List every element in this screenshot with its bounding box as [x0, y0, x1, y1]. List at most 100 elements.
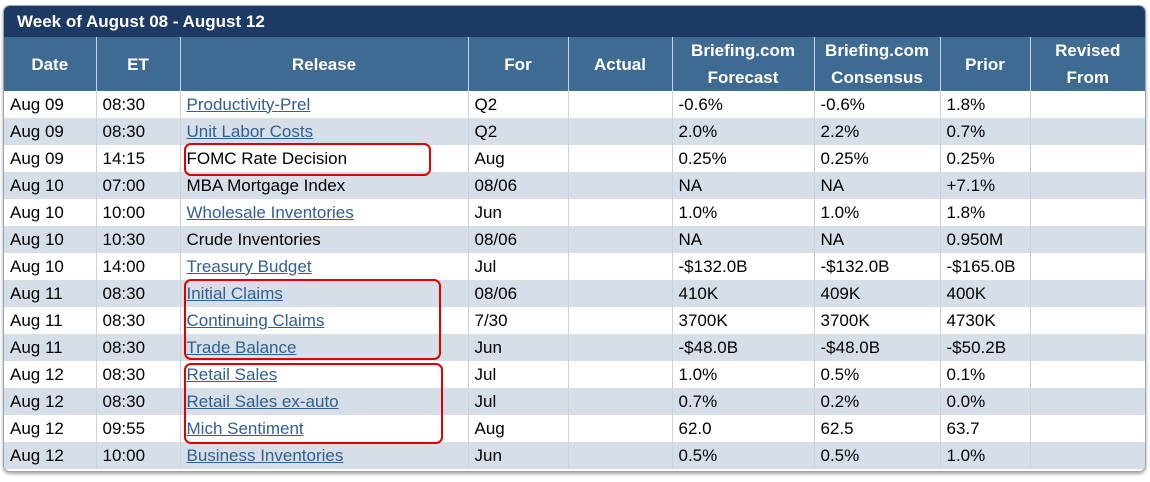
table-row: Aug 10 10:00 Wholesale Inventories Jun 1.0% 1… [4, 199, 1145, 226]
table-row: Aug 11 08:30 Continuing Claims 7/30 3700K 370… [4, 307, 1145, 334]
release-link[interactable]: Retail Sales [186, 364, 278, 384]
cell-forecast: -0.6% [672, 91, 815, 118]
cell-date: Aug 09 [4, 145, 97, 172]
cell-et: 10:30 [96, 226, 181, 253]
cell-for: Jul [468, 361, 569, 388]
cell-actual [568, 415, 673, 442]
release-link[interactable]: Retail Sales ex-auto [186, 391, 339, 411]
release-link[interactable]: Business Inventories [186, 445, 344, 465]
cell-forecast: 1.0% [672, 361, 815, 388]
cell-consensus: 62.5 [814, 415, 941, 442]
cell-for: Jul [468, 388, 569, 415]
release-link[interactable]: Trade Balance [186, 337, 297, 357]
cell-et: 08:30 [96, 91, 181, 118]
cell-et: 07:00 [96, 172, 181, 199]
cell-actual [568, 280, 673, 307]
release-label: MBA Mortgage Index [186, 175, 346, 195]
cell-release: Crude Inventories [180, 226, 469, 253]
cell-consensus: -0.6% [814, 91, 941, 118]
cell-release: MBA Mortgage Index [180, 172, 469, 199]
cell-date: Aug 10 [4, 199, 97, 226]
cell-et: 10:00 [96, 199, 181, 226]
cell-consensus: NA [814, 226, 941, 253]
column-header-prior: Prior [940, 37, 1031, 91]
cell-prior: 1.8% [940, 199, 1031, 226]
cell-consensus: -$48.0B [814, 334, 941, 361]
cell-et: 08:30 [96, 118, 181, 145]
cell-et: 08:30 [96, 280, 181, 307]
cell-release: Initial Claims [180, 280, 469, 307]
table-row: Aug 09 08:30 Unit Labor Costs Q2 2.0% 2.2% 0.7… [4, 118, 1145, 145]
cell-revised-from [1030, 199, 1145, 226]
release-link[interactable]: Unit Labor Costs [186, 121, 314, 141]
release-link[interactable]: Continuing Claims [186, 310, 325, 330]
cell-release: FOMC Rate Decision [180, 145, 469, 172]
column-header-date: Date [4, 37, 97, 91]
table-row: Aug 10 10:30 Crude Inventories 08/06 NA NA 0.9… [4, 226, 1145, 253]
calendar-title: Week of August 08 - August 12 [4, 6, 1145, 37]
table-row: Aug 12 08:30 Retail Sales ex-auto Jul 0.7% 0.… [4, 388, 1145, 415]
release-link[interactable]: Wholesale Inventories [186, 202, 354, 222]
release-link[interactable]: Mich Sentiment [186, 418, 304, 438]
cell-for: Aug [468, 145, 569, 172]
table-row: Aug 12 09:55 Mich Sentiment Aug 62.0 62.5 63.7 [4, 415, 1145, 442]
cell-date: Aug 12 [4, 442, 97, 469]
cell-forecast: NA [672, 226, 815, 253]
cell-for: 08/06 [468, 280, 569, 307]
table-row: Aug 09 14:15 FOMC Rate Decision Aug 0.25% 0.2… [4, 145, 1145, 172]
cell-revised-from [1030, 91, 1145, 118]
cell-forecast: 3700K [672, 307, 815, 334]
column-header-actual: Actual [568, 37, 673, 91]
cell-actual [568, 388, 673, 415]
cell-consensus: 0.2% [814, 388, 941, 415]
cell-release: Wholesale Inventories [180, 199, 469, 226]
cell-revised-from [1030, 415, 1145, 442]
cell-consensus: 1.0% [814, 199, 941, 226]
release-link[interactable]: Productivity-Prel [186, 94, 311, 114]
cell-consensus: 2.2% [814, 118, 941, 145]
cell-date: Aug 11 [4, 280, 97, 307]
cell-forecast: 0.25% [672, 145, 815, 172]
cell-revised-from [1030, 280, 1145, 307]
cell-revised-from [1030, 226, 1145, 253]
cell-consensus: NA [814, 172, 941, 199]
economic-calendar-panel: Week of August 08 - August 12 Date ET Rele… [3, 5, 1146, 472]
table-row: Aug 10 14:00 Treasury Budget Jul -$132.0B -$1… [4, 253, 1145, 280]
cell-for: Jun [468, 442, 569, 469]
release-link[interactable]: Initial Claims [186, 283, 283, 303]
cell-for: Jul [468, 253, 569, 280]
release-label: FOMC Rate Decision [186, 148, 348, 168]
cell-forecast: 1.0% [672, 199, 815, 226]
cell-actual [568, 307, 673, 334]
cell-actual [568, 91, 673, 118]
cell-release: Retail Sales ex-auto [180, 388, 469, 415]
cell-forecast: 62.0 [672, 415, 815, 442]
cell-release: Mich Sentiment [180, 415, 469, 442]
cell-forecast: -$48.0B [672, 334, 815, 361]
cell-date: Aug 10 [4, 253, 97, 280]
cell-for: Jun [468, 199, 569, 226]
release-link[interactable]: Treasury Budget [186, 256, 312, 276]
cell-date: Aug 10 [4, 226, 97, 253]
cell-revised-from [1030, 388, 1145, 415]
cell-date: Aug 11 [4, 307, 97, 334]
cell-date: Aug 12 [4, 388, 97, 415]
cell-prior: 0.950M [940, 226, 1031, 253]
table-row: Aug 11 08:30 Initial Claims 08/06 410K 409K 40… [4, 280, 1145, 307]
cell-actual [568, 253, 673, 280]
cell-forecast: NA [672, 172, 815, 199]
cell-et: 08:30 [96, 334, 181, 361]
cell-revised-from [1030, 118, 1145, 145]
cell-prior: 4730K [940, 307, 1031, 334]
release-label: Crude Inventories [186, 229, 321, 249]
cell-for: 7/30 [468, 307, 569, 334]
cell-actual [568, 226, 673, 253]
cell-prior: 0.1% [940, 361, 1031, 388]
cell-forecast: 2.0% [672, 118, 815, 145]
cell-date: Aug 10 [4, 172, 97, 199]
cell-consensus: -$132.0B [814, 253, 941, 280]
column-header-release: Release [180, 37, 469, 91]
economic-calendar-table: Date ET Release For Actual Briefing.com Foreca… [4, 37, 1145, 469]
cell-date: Aug 09 [4, 118, 97, 145]
cell-release: Retail Sales [180, 361, 469, 388]
